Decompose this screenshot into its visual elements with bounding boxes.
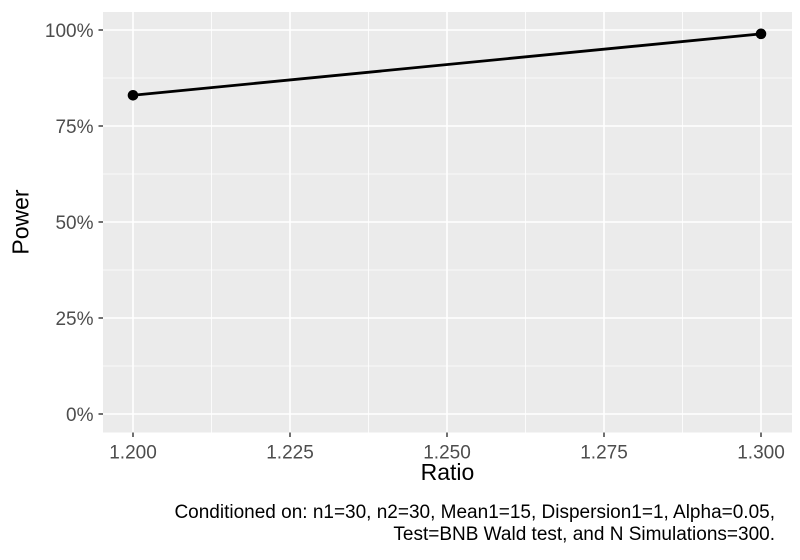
x-tick-label: 1.275 xyxy=(580,443,628,464)
y-tick-label: 100% xyxy=(45,21,94,42)
data-point xyxy=(127,89,139,101)
y-tick-label: 0% xyxy=(66,405,94,426)
x-tick-label: 1.225 xyxy=(266,443,314,464)
x-tick-label: 1.250 xyxy=(423,443,471,464)
caption-line-1: Conditioned on: n1=30, n2=30, Mean1=15, … xyxy=(174,502,775,523)
data-point xyxy=(755,28,767,40)
y-tick-label: 25% xyxy=(55,309,93,330)
caption: Conditioned on: n1=30, n2=30, Mean1=15, … xyxy=(174,502,775,546)
y-axis-title: Power xyxy=(7,189,34,255)
y-tick-label: 75% xyxy=(55,117,93,138)
x-axis-title: Ratio xyxy=(420,459,475,485)
x-tick-label: 1.200 xyxy=(109,443,157,464)
y-tick-label: 50% xyxy=(55,213,93,234)
caption-line-2: Test=BNB Wald test, and N Simulations=30… xyxy=(393,524,775,545)
series-line xyxy=(132,32,762,97)
x-tick-label: 1.300 xyxy=(737,443,785,464)
